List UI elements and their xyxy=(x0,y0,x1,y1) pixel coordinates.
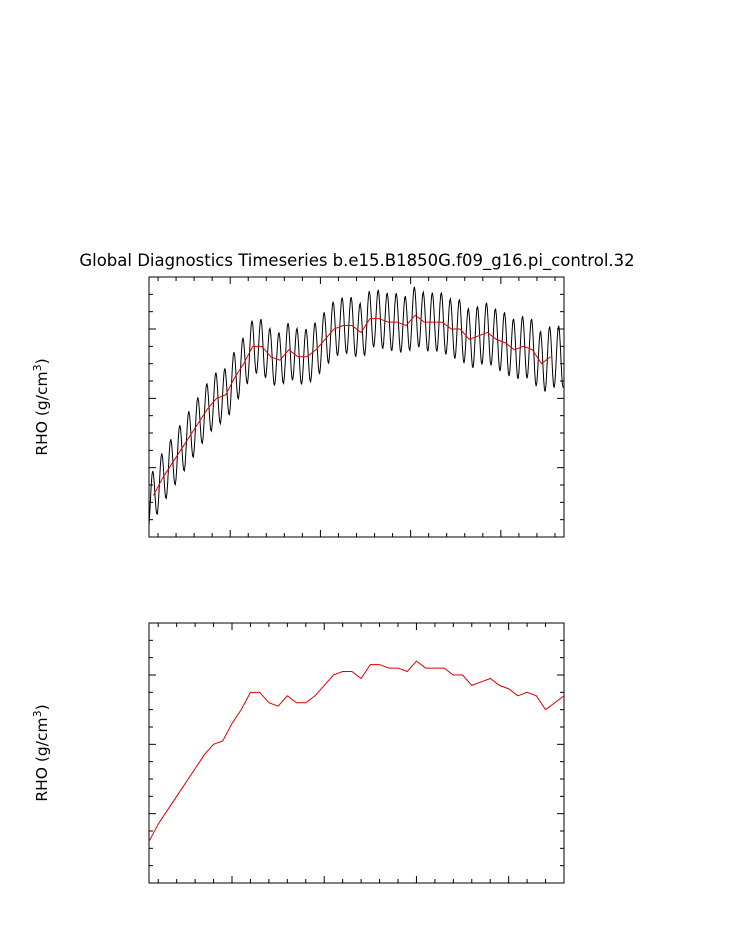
top-chart: RHO (g/cm3) xyxy=(31,276,565,538)
bottom-chart: RHO (g/cm3) xyxy=(31,622,565,884)
plot-frame xyxy=(148,276,565,538)
series-line-annual-mean xyxy=(153,314,551,496)
y-axis-label-superscript: 3 xyxy=(31,710,44,717)
y-axis-label-end: ) xyxy=(33,704,51,710)
y-axis-label: RHO (g/cm3) xyxy=(31,704,51,801)
y-axis-label: RHO (g/cm3) xyxy=(31,358,51,455)
chart-title: Global Diagnostics Timeseries b.e15.B185… xyxy=(79,251,634,271)
series-line-monthly xyxy=(149,286,564,526)
y-axis-label-main: RHO (g/cm xyxy=(33,717,51,801)
y-axis-label-superscript: 3 xyxy=(31,364,44,371)
plot-frame xyxy=(148,622,565,884)
y-axis-label-main: RHO (g/cm xyxy=(33,371,51,455)
y-axis-label-end: ) xyxy=(33,358,51,364)
series-line-annual-mean xyxy=(149,660,564,842)
